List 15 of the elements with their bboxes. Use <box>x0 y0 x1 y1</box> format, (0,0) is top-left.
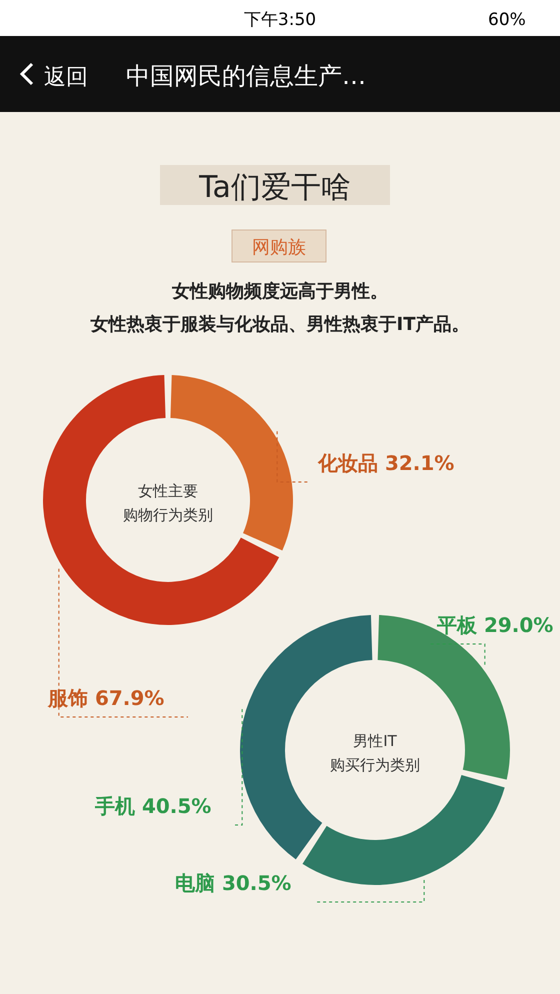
text: Ta们爱干啥 <box>198 170 351 205</box>
slice-label: 电脑 30.5% <box>175 871 292 895</box>
text: 男性IT购买行为类别 <box>330 732 420 774</box>
slice-label: 服饰 67.9% <box>47 686 164 710</box>
slice-label: 平板 29.0% <box>436 613 554 637</box>
text: 网购族 <box>252 237 306 258</box>
text: 女性热衷于服装与化妆品、男性热衷于IT产品。 <box>90 314 470 335</box>
text: 60% <box>488 10 526 30</box>
text: 女性购物频度远高于男性。 <box>171 281 388 302</box>
text: 中国网民的信息生产… <box>126 62 366 90</box>
text: 女性主要购物行为类别 <box>123 482 213 524</box>
text: 下午3:50 <box>244 10 316 30</box>
slice-label: 手机 40.5% <box>94 794 212 818</box>
slice-label: 化妆品 32.1% <box>317 451 454 475</box>
text: 返回 <box>44 65 88 90</box>
